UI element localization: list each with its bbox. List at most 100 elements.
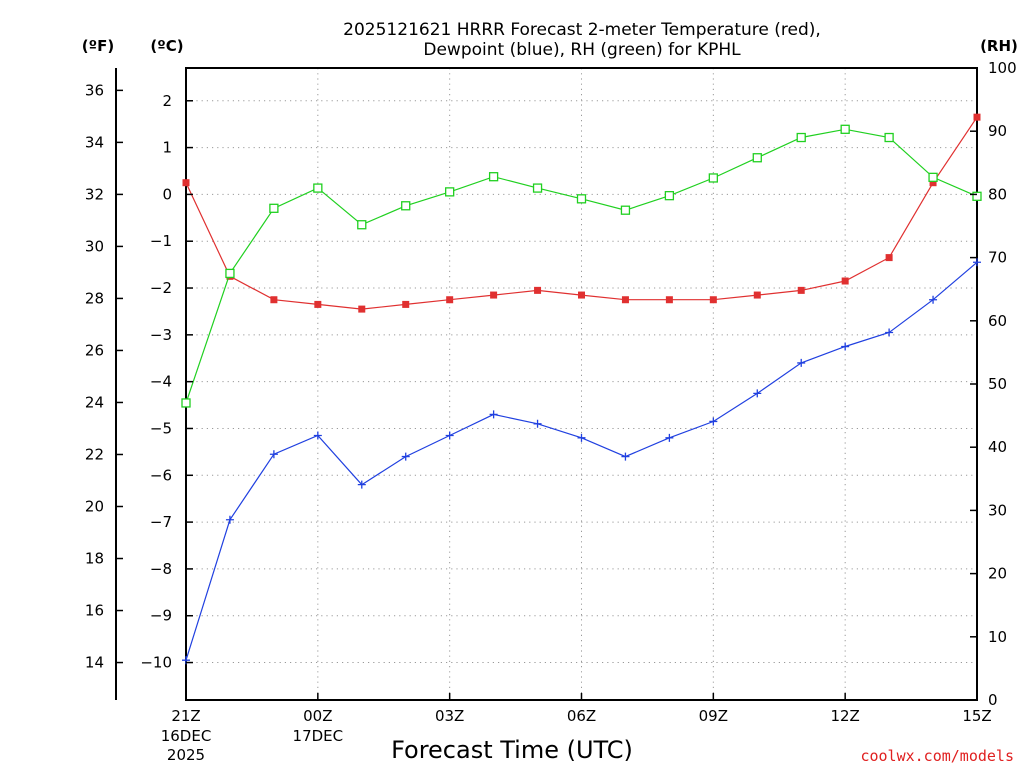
- dewpoint-point: [445, 431, 454, 440]
- rh-point: [269, 203, 279, 213]
- temperature-point: [841, 277, 849, 285]
- temperature-point: [402, 300, 410, 308]
- dewpoint-point: [621, 452, 630, 461]
- gridlines: [186, 68, 977, 700]
- temperature-point: [314, 300, 322, 308]
- temperature-point: [358, 305, 366, 313]
- celsius-tick-label: −7: [150, 513, 172, 531]
- x-tick-label: 03Z: [435, 707, 464, 725]
- rh-unit-label: (RH): [980, 37, 1018, 55]
- fahrenheit-tick-label: 34: [85, 133, 104, 151]
- fahrenheit-tick-label: 22: [85, 445, 104, 463]
- rh-point: [225, 268, 235, 279]
- credit-text: coolwx.com/models: [860, 747, 1014, 765]
- rh-tick-label: 50: [988, 375, 1007, 393]
- dewpoint-point: [313, 431, 322, 440]
- axes: [115, 67, 978, 701]
- dewpoint-line: [185, 261, 978, 661]
- fahrenheit-tick-label: 16: [85, 602, 104, 620]
- rh-tick-label: 10: [988, 628, 1007, 646]
- rh-tick-label: 60: [988, 312, 1007, 330]
- rh-tick-label: 100: [988, 59, 1017, 77]
- x-tick-date: 17DEC: [293, 727, 344, 745]
- dewpoint-point: [929, 295, 938, 304]
- fahrenheit-tick-label: 30: [85, 237, 104, 255]
- temperature-point: [665, 296, 673, 304]
- rh-tick-label: 0: [988, 691, 998, 709]
- temperature-point: [885, 254, 893, 262]
- rh-point: [576, 194, 587, 204]
- rh-point: [181, 398, 191, 408]
- rh-point: [664, 191, 675, 201]
- rh-point: [972, 191, 982, 201]
- chart-title-line2: Dewpoint (blue), RH (green) for KPHL: [423, 40, 741, 60]
- temperature-point: [534, 286, 542, 294]
- rh-point: [796, 132, 806, 143]
- dewpoint-point: [225, 515, 234, 524]
- temperature-point: [490, 291, 498, 299]
- dewpoint-point: [357, 480, 366, 489]
- celsius-tick-label: −5: [150, 419, 172, 437]
- dewpoint-point: [665, 433, 674, 442]
- x-tick-label: 06Z: [567, 707, 596, 725]
- celsius-tick-label: −6: [150, 466, 172, 484]
- rh-point: [313, 183, 323, 193]
- fahrenheit-tick-label: 18: [85, 550, 104, 568]
- dewpoint-point: [973, 258, 981, 267]
- rh-tick-label: 90: [988, 122, 1007, 140]
- fahrenheit-tick-label: 20: [85, 497, 104, 515]
- celsius-tick-label: −1: [150, 232, 172, 250]
- data-series: [181, 113, 982, 665]
- temperature-point: [973, 113, 981, 121]
- rh-point: [357, 220, 367, 230]
- temperature-point: [446, 296, 454, 304]
- temperature-point: [929, 179, 937, 187]
- celsius-unit-label: (ºC): [150, 37, 183, 55]
- dewpoint-point: [269, 450, 278, 459]
- chart-title-line1: 2025121621 HRRR Forecast 2-meter Tempera…: [343, 20, 821, 40]
- x-tick-label: 15Z: [962, 707, 991, 725]
- celsius-tick-label: −10: [140, 654, 172, 672]
- rh-point: [532, 183, 543, 193]
- celsius-tick-label: −3: [150, 326, 172, 344]
- rh-tick-label: 40: [988, 438, 1007, 456]
- rh-point: [752, 153, 762, 163]
- rh-tick-label: 70: [988, 249, 1007, 267]
- rh-tick-label: 20: [988, 565, 1007, 583]
- fahrenheit-tick-label: 26: [85, 341, 104, 359]
- x-tick-year: 2025: [167, 746, 205, 764]
- fahrenheit-unit-label: (ºF): [82, 37, 114, 55]
- dewpoint-point: [753, 389, 762, 398]
- x-tick-label: 12Z: [830, 707, 859, 725]
- rh-point: [445, 187, 455, 197]
- dewpoint-point: [577, 433, 586, 442]
- dewpoint-point: [401, 452, 410, 461]
- celsius-tick-label: 1: [162, 139, 172, 157]
- temperature-point: [182, 179, 190, 187]
- rh-point: [401, 201, 411, 211]
- celsius-tick-label: −2: [150, 279, 172, 297]
- temperature-point: [797, 286, 805, 294]
- celsius-tick-label: 0: [162, 185, 172, 203]
- rh-point: [488, 172, 499, 182]
- fahrenheit-tick-label: 36: [85, 81, 104, 99]
- celsius-tick-label: 2: [162, 92, 172, 110]
- fahrenheit-tick-label: 24: [85, 393, 104, 411]
- dewpoint-point: [797, 358, 806, 367]
- fahrenheit-tick-label: 32: [85, 185, 104, 203]
- dewpoint-point: [885, 328, 894, 337]
- temperature-point: [270, 296, 278, 304]
- rh-tick-label: 80: [988, 185, 1007, 203]
- temperature-point: [709, 296, 717, 304]
- rh-point: [620, 205, 631, 215]
- dewpoint-point: [489, 410, 498, 419]
- fahrenheit-tick-label: 28: [85, 289, 104, 307]
- fahrenheit-tick-label: 14: [85, 654, 104, 672]
- dewpoint-point: [533, 419, 542, 428]
- rh-point: [928, 172, 938, 182]
- dewpoint-point: [709, 417, 718, 426]
- tick-labels: 210−1−2−3−4−5−6−7−8−9−103634323028262422…: [85, 59, 1017, 764]
- x-tick-label: 00Z: [303, 707, 332, 725]
- x-tick-label: 09Z: [699, 707, 728, 725]
- x-tick-label: 21Z: [171, 707, 200, 725]
